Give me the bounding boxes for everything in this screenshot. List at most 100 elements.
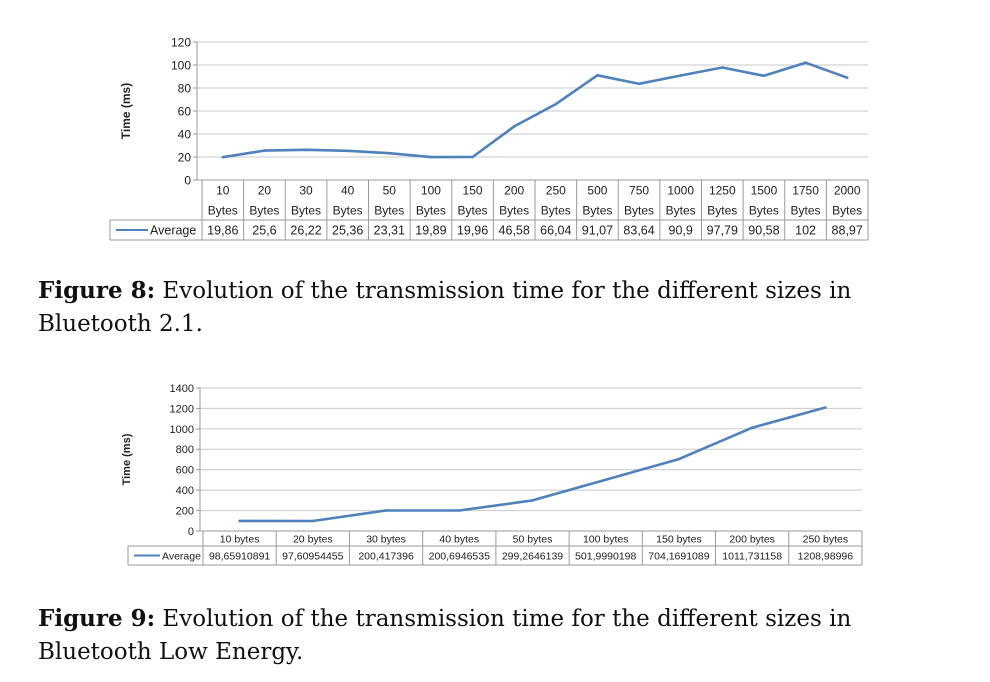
fig8-data-point bbox=[845, 76, 849, 79]
fig8-data-label: 83,64 bbox=[623, 224, 654, 238]
fig8-category-label: Bytes bbox=[541, 203, 571, 217]
figure-9-caption: Figure 9: Evolution of the transmission … bbox=[38, 602, 953, 669]
fig9-data-label: 97,60954455 bbox=[282, 550, 343, 562]
fig9-category-label: 40 bytes bbox=[439, 533, 479, 545]
figure-9-label: Figure 9: bbox=[38, 605, 156, 632]
fig8-category-label: Bytes bbox=[416, 203, 446, 217]
fig8-category-label: Bytes bbox=[707, 203, 737, 217]
fig8-data-point bbox=[304, 148, 308, 152]
fig9-category-label: 50 bytes bbox=[513, 533, 553, 545]
fig9-category-label: 100 bytes bbox=[583, 533, 629, 545]
fig8-category-label: 750 bbox=[629, 183, 649, 197]
fig8-data-label: 26,22 bbox=[290, 224, 321, 238]
fig8-data-point bbox=[637, 82, 641, 86]
fig8-y-tick-label: 0 bbox=[184, 173, 191, 187]
fig8-category-label: Bytes bbox=[333, 203, 363, 217]
fig9-y-tick-label: 1000 bbox=[170, 424, 194, 436]
fig9-data-point bbox=[824, 406, 827, 409]
fig9-data-label: 704,1691089 bbox=[648, 550, 709, 562]
fig8-data-label: 66,04 bbox=[540, 224, 571, 238]
fig8-category-label: 50 bbox=[383, 183, 397, 197]
fig9-data-point bbox=[604, 478, 608, 482]
fig8-data-label: 25,6 bbox=[252, 224, 276, 238]
fig8-category-label: 100 bbox=[421, 183, 441, 197]
fig8-category-label: 1250 bbox=[709, 183, 736, 197]
fig8-data-label: 91,07 bbox=[582, 224, 613, 238]
fig9-category-label: 250 bytes bbox=[803, 533, 849, 545]
fig8-data-point bbox=[263, 149, 266, 152]
fig9-y-tick-label: 0 bbox=[188, 526, 194, 538]
fig8-category-label: 30 bbox=[299, 183, 313, 197]
fig8-category-label: 1500 bbox=[751, 183, 778, 197]
fig9-data-point bbox=[238, 519, 241, 523]
fig9-y-tick-label: 1200 bbox=[170, 403, 194, 415]
fig8-y-tick-label: 100 bbox=[171, 58, 191, 72]
fig8-y-tick-label: 20 bbox=[178, 150, 192, 164]
fig9-data-label: 1011,731158 bbox=[722, 550, 782, 562]
fig9-category-label: 20 bytes bbox=[293, 533, 333, 545]
fig8-y-axis-title: Time (ms) bbox=[119, 83, 133, 139]
fig8-category-label: Bytes bbox=[499, 203, 529, 217]
fig8-category-label: Bytes bbox=[624, 203, 654, 217]
fig9-data-label: 200,417396 bbox=[358, 550, 414, 562]
fig8-category-label: Bytes bbox=[208, 203, 238, 217]
fig9-data-label: 501,9990198 bbox=[575, 550, 636, 562]
fig8-data-label: 90,9 bbox=[669, 224, 693, 238]
fig8-category-label: 200 bbox=[504, 183, 524, 197]
fig8-data-point bbox=[221, 155, 225, 159]
fig9-y-tick-label: 400 bbox=[176, 485, 194, 497]
fig9-category-label: 10 bytes bbox=[220, 533, 260, 545]
fig8-data-label: 97,79 bbox=[707, 224, 738, 238]
fig9-data-label: 200,6946535 bbox=[429, 550, 490, 562]
fig8-category-label: 2000 bbox=[834, 183, 861, 197]
fig9-legend-label: Average bbox=[162, 550, 201, 562]
fig9-category-label: 200 bytes bbox=[729, 533, 775, 545]
fig8-data-label: 90,58 bbox=[748, 224, 779, 238]
figure-8-chart: 0 20 40 60 80 100 120 Time (ms) 10 Bytes 20 Bytes 30… bbox=[109, 35, 869, 241]
fig8-data-label: 19,86 bbox=[207, 224, 238, 238]
fig8-data-point bbox=[554, 102, 558, 106]
fig8-data-label: 88,97 bbox=[832, 224, 863, 238]
fig8-data-point bbox=[762, 74, 766, 78]
fig8-category-label: Bytes bbox=[582, 203, 612, 217]
fig8-legend-label: Average bbox=[150, 224, 196, 238]
fig9-data-point bbox=[750, 426, 754, 429]
fig8-category-label: Bytes bbox=[832, 203, 862, 217]
fig8-category-label: Bytes bbox=[374, 203, 404, 217]
fig9-data-point bbox=[457, 509, 461, 512]
figure-8-caption-text: Evolution of the transmission time for t… bbox=[38, 278, 852, 337]
figure-8-caption: Figure 8: Evolution of the transmission … bbox=[38, 274, 953, 341]
fig8-data-label: 46,58 bbox=[499, 224, 530, 238]
fig8-category-label: Bytes bbox=[291, 203, 321, 217]
fig9-data-point bbox=[677, 457, 681, 461]
fig9-data-label: 1208,98996 bbox=[798, 550, 854, 562]
fig8-data-point bbox=[429, 155, 433, 159]
fig8-data-point bbox=[388, 151, 391, 155]
figure-9-chart: 0 200 400 600 800 1000 1200 1400 Time (ms) 10 byt… bbox=[121, 383, 863, 566]
fig9-data-point bbox=[384, 509, 388, 512]
fig9-category-label: 30 bytes bbox=[366, 533, 406, 545]
fig8-y-tick-label: 120 bbox=[171, 35, 191, 49]
fig8-category-label: Bytes bbox=[791, 203, 821, 217]
fig8-data-point bbox=[679, 74, 682, 77]
fig8-data-point bbox=[721, 66, 724, 69]
fig8-data-point bbox=[471, 155, 474, 159]
fig9-series-line bbox=[239, 406, 826, 523]
fig8-y-tick-label: 40 bbox=[178, 127, 192, 141]
fig8-data-label: 19,89 bbox=[415, 224, 446, 238]
fig8-category-label: Bytes bbox=[249, 203, 279, 217]
fig9-data-label: 299,2646139 bbox=[502, 550, 563, 562]
fig9-y-tick-label: 600 bbox=[176, 465, 194, 477]
figure-9-caption-text: Evolution of the transmission time for t… bbox=[38, 606, 852, 665]
fig8-data-point bbox=[512, 125, 516, 128]
fig8-category-label: Bytes bbox=[749, 203, 779, 217]
fig8-category-label: 40 bbox=[341, 183, 355, 197]
fig8-category-label: 1750 bbox=[792, 183, 819, 197]
fig8-data-point bbox=[804, 61, 807, 64]
fig9-y-tick-label: 800 bbox=[176, 444, 194, 456]
fig9-data-point bbox=[311, 519, 315, 523]
fig9-y-tick-label: 200 bbox=[176, 506, 194, 518]
fig8-category-label: 10 bbox=[216, 183, 230, 197]
fig8-category-label: 1000 bbox=[667, 183, 694, 197]
fig8-data-label: 25,36 bbox=[332, 224, 363, 238]
